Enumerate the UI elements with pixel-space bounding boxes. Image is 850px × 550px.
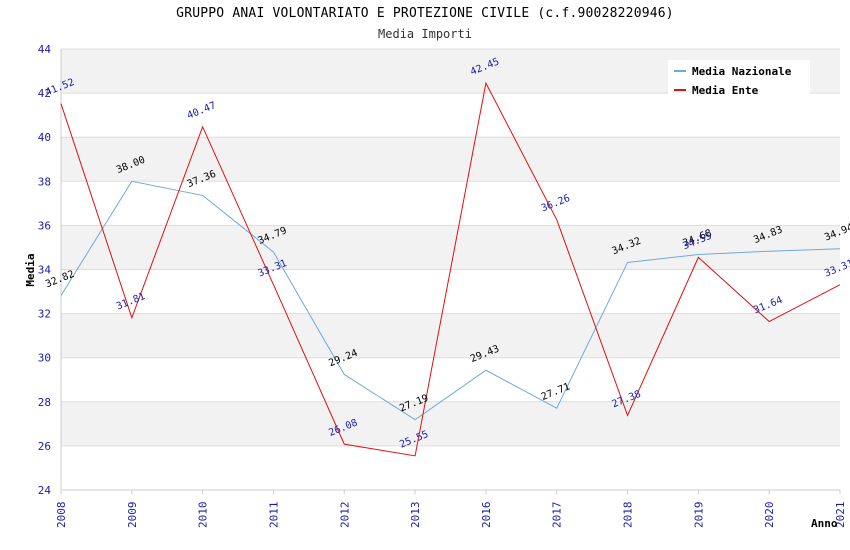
y-tick-label: 40 xyxy=(38,131,51,144)
y-tick-label: 34 xyxy=(38,264,52,277)
series-line-nazionale xyxy=(60,180,841,421)
grid-band xyxy=(61,313,840,358)
legend-item-nazionale: Media Nazionale xyxy=(674,63,791,79)
x-tick-label: 2016 xyxy=(480,502,493,529)
x-tick-label: 2017 xyxy=(551,502,564,529)
x-tick-label: 2021 xyxy=(834,502,847,529)
x-axis-ticks: 2008 2009 2010 2011 2012 2013 2016 2017 2018 2019… xyxy=(55,502,847,529)
legend-swatch-nazionale xyxy=(674,70,686,72)
data-label-ente: 41.52 xyxy=(44,77,76,98)
chart-subtitle: Media Importi xyxy=(378,27,472,41)
legend-label-ente: Media Ente xyxy=(692,83,759,97)
chart-legend: Media Nazionale Media Ente xyxy=(668,60,810,100)
grid-bands xyxy=(61,49,840,446)
y-tick-label: 38 xyxy=(38,175,51,188)
chart-title: GRUPPO ANAI VOLONTARIATO E PROTEZIONE CI… xyxy=(176,6,674,21)
data-label-ente: 31.64 xyxy=(752,295,784,316)
x-tick-label: 2010 xyxy=(197,502,210,529)
grid-band xyxy=(61,225,840,270)
data-label-ente: 40.47 xyxy=(186,100,218,121)
x-tick-label: 2018 xyxy=(622,502,635,529)
x-axis-label: Anno xyxy=(811,517,838,530)
legend-swatch-ente xyxy=(674,89,686,91)
grid-band xyxy=(61,137,840,182)
y-tick-label: 26 xyxy=(38,440,51,453)
data-label-nazionale: 27.71 xyxy=(540,381,572,402)
x-tick-label: 2011 xyxy=(267,502,280,529)
data-label-ente: 31.81 xyxy=(115,291,147,312)
legend-item-ente: Media Ente xyxy=(674,82,758,98)
y-tick-label: 36 xyxy=(38,219,51,232)
y-tick-label: 32 xyxy=(38,308,51,321)
grid-band xyxy=(61,401,840,446)
y-axis-ticks: 24 26 28 30 32 34 36 38 40 42 44 xyxy=(38,43,52,497)
series-lines xyxy=(60,81,841,457)
y-axis-label: Media xyxy=(24,253,37,286)
x-tick-label: 2009 xyxy=(126,502,139,529)
y-tick-label: 44 xyxy=(38,43,52,56)
y-tick-label: 24 xyxy=(38,484,52,497)
x-tick-label: 2013 xyxy=(409,502,422,529)
x-tick-label: 2019 xyxy=(692,502,705,529)
gridlines xyxy=(60,48,841,494)
y-tick-label: 28 xyxy=(38,396,51,409)
series-line-ente xyxy=(60,81,841,457)
legend-label-nazionale: Media Nazionale xyxy=(692,64,792,78)
x-tick-label: 2008 xyxy=(55,502,68,529)
y-tick-label: 42 xyxy=(38,87,51,100)
y-tick-label: 30 xyxy=(38,352,51,365)
x-tick-label: 2020 xyxy=(763,502,776,529)
x-tick-label: 2012 xyxy=(338,502,351,529)
